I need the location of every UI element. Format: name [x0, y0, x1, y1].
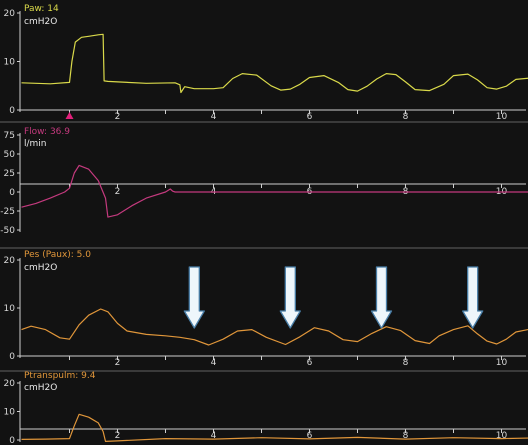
y-tick-label: 0: [9, 188, 15, 198]
pes-panel: 0 10 20 2 4 6 8 10 Pes (Paux): 5.0 cmH2O: [0, 249, 528, 370]
paw-unit: cmH2O: [24, 17, 58, 27]
y-tick-label: 20: [4, 9, 16, 19]
x-tick-label: 8: [403, 431, 409, 441]
down-arrow-icon: [462, 266, 484, 329]
x-tick-label: 6: [307, 358, 313, 368]
pes-unit: cmH2O: [24, 263, 58, 273]
x-tick-label: 10: [496, 112, 508, 121]
y-tick-label: 20: [4, 256, 16, 266]
x-tick-label: 8: [403, 112, 409, 121]
y-tick-label: 0: [9, 106, 15, 116]
panel-divider: [0, 247, 528, 249]
series-line: [21, 164, 528, 218]
y-tick-label: 0: [9, 352, 15, 362]
series-line: [21, 33, 528, 94]
x-tick-label: 4: [211, 112, 217, 121]
x-tick-label: 6: [307, 112, 313, 121]
x-tick-label: 10: [496, 431, 508, 441]
series-line: [21, 308, 528, 346]
x-tick-label: 10: [496, 358, 508, 368]
x-tick-label: 2: [115, 112, 121, 121]
y-tick-label: 10: [4, 58, 16, 68]
panel-divider: [0, 370, 528, 372]
series-line: [21, 413, 528, 443]
flow-unit: l/min: [24, 139, 47, 149]
x-tick-label: 2: [115, 431, 121, 441]
y-tick-label: 10: [4, 304, 16, 314]
ptranspulm-title: Ptranspulm: 9.4: [24, 371, 96, 381]
paw-panel: 0 10 20 2 4 6 8 10 Paw: 14 cmH2O: [0, 0, 528, 121]
y-tick-label: -50: [0, 226, 15, 236]
flow-panel: 75 50 25 0 -25 -50 2 4 6 8 10 Flow: 36.9 l/min: [0, 123, 528, 247]
down-arrow-icon: [183, 266, 205, 329]
ptranspulm-unit: cmH2O: [24, 383, 58, 393]
y-tick-label: 25: [4, 169, 15, 179]
y-tick-label: -25: [0, 207, 15, 217]
y-tick-label: 0: [9, 436, 15, 445]
x-tick-label: 4: [211, 431, 217, 441]
pes-chart: 0 10 20 2 4 6 8 10: [4, 256, 528, 368]
y-tick-label: 20: [4, 379, 16, 389]
down-arrow-icon: [279, 266, 301, 329]
flow-title: Flow: 36.9: [24, 127, 70, 137]
x-tick-label: 2: [115, 358, 121, 368]
ptranspulm-panel: 0 10 20 2 4 6 8 10 Ptranspulm: 9.4 cmH2O: [0, 371, 528, 445]
y-tick-label: 75: [4, 131, 15, 141]
down-arrow-icon: [370, 266, 393, 329]
x-tick-label: 8: [403, 358, 409, 368]
x-tick-label: 6: [307, 431, 313, 441]
paw-chart: 0 10 20 2 4 6 8 10: [4, 9, 528, 121]
event-marker-triangle: [65, 112, 74, 119]
panel-divider: [0, 121, 528, 123]
paw-title: Paw: 14: [24, 4, 59, 14]
y-tick-label: 10: [4, 408, 16, 418]
x-tick-label: 4: [211, 358, 217, 368]
x-tick-label: 2: [115, 187, 121, 197]
pes-title: Pes (Paux): 5.0: [24, 250, 91, 260]
y-tick-label: 50: [4, 150, 16, 160]
ptranspulm-chart: 0 10 20 2 4 6 8 10: [4, 379, 528, 445]
